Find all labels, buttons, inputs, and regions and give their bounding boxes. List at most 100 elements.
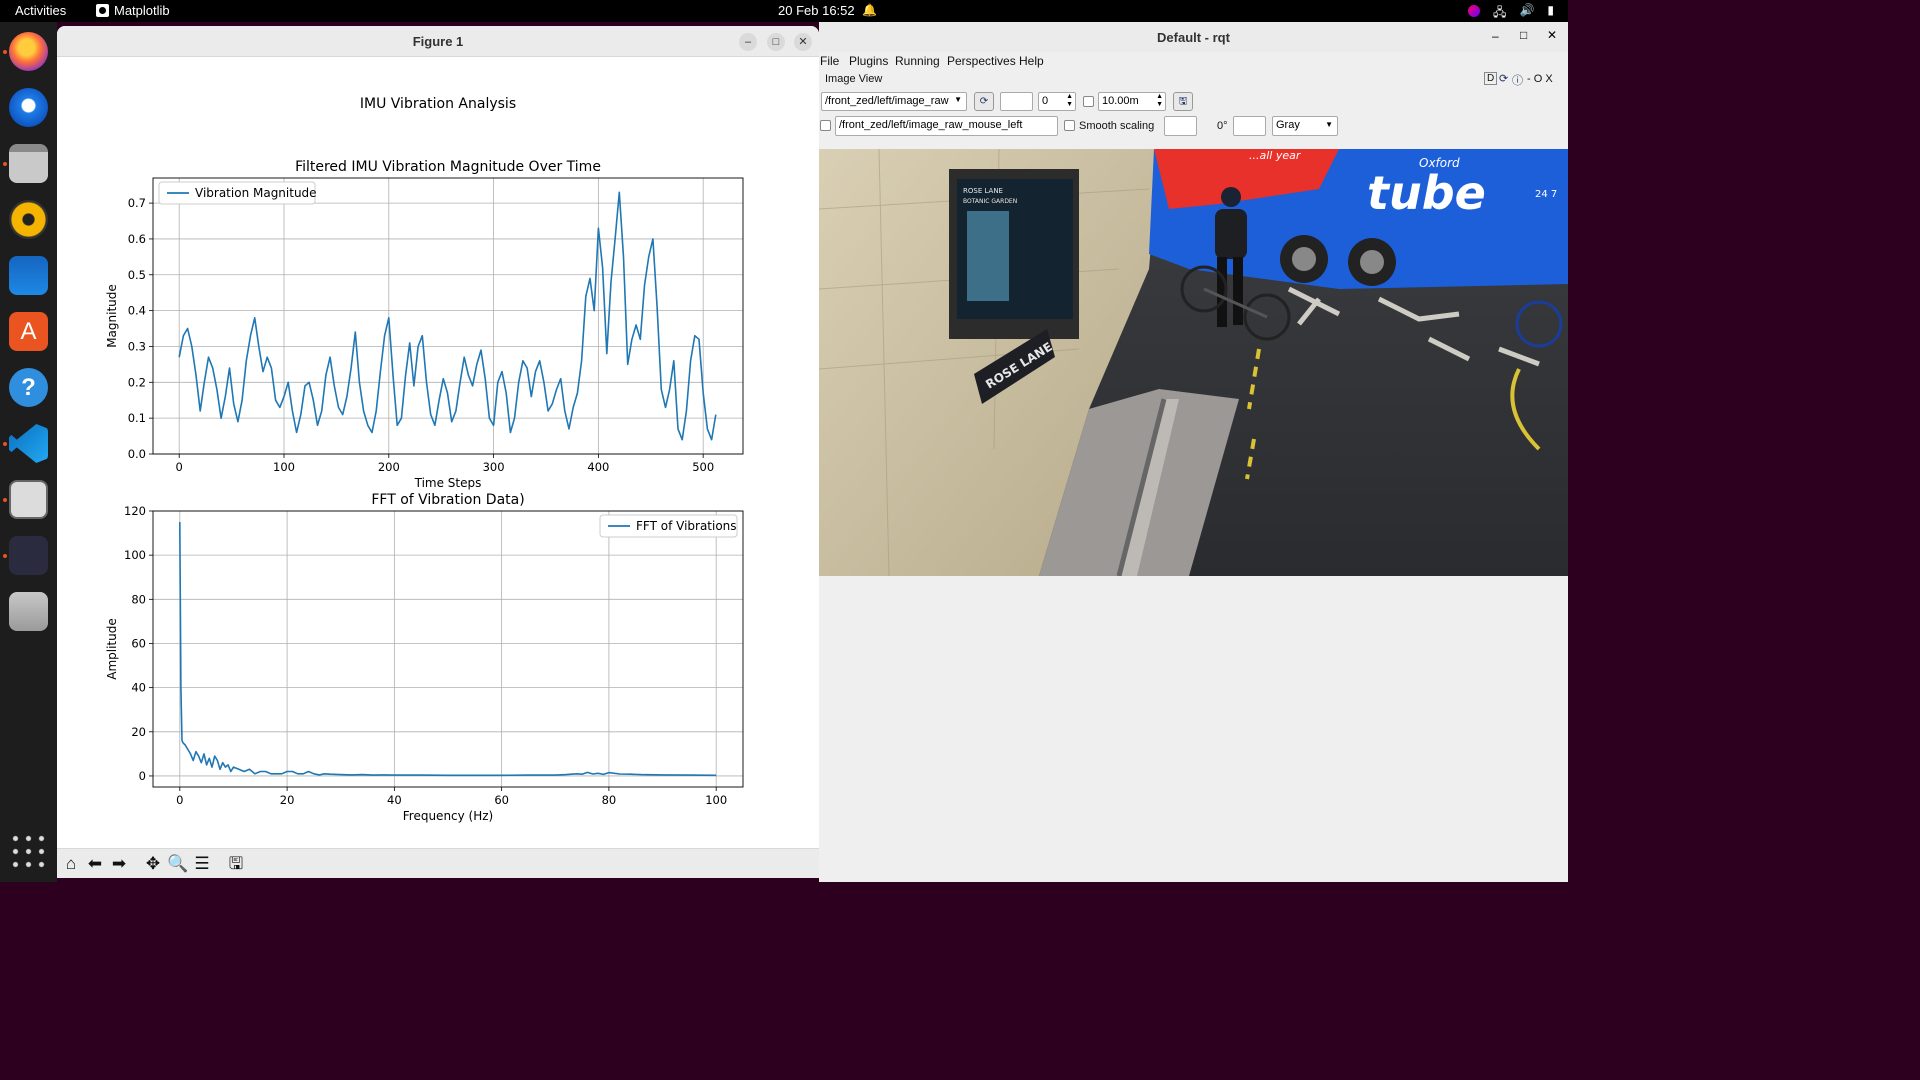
vscode-icon[interactable] — [9, 424, 48, 463]
y-tick-label: 120 — [124, 504, 146, 518]
axes-title: Filtered IMU Vibration Magnitude Over Ti… — [295, 159, 601, 175]
home-icon[interactable]: ⌂ — [65, 854, 77, 873]
minimize-button[interactable]: – — [739, 33, 757, 51]
figure-canvas[interactable]: IMU Vibration Analysis 0 100 200 300 400 500 0… — [57, 57, 819, 848]
y-tick-label: 0.5 — [128, 268, 146, 282]
smooth-scaling-checkbox[interactable] — [1064, 120, 1075, 131]
topic-select[interactable]: /front_zed/left/image_raw ▼ — [821, 92, 967, 111]
thunderbird-icon[interactable] — [9, 88, 48, 127]
color-scheme-select[interactable]: Gray ▼ — [1272, 116, 1338, 136]
x-tick-label: 300 — [483, 460, 505, 474]
save-icon[interactable]: 🖫 — [228, 854, 244, 873]
y-tick-label: 0.0 — [128, 447, 146, 461]
show-applications-icon[interactable] — [9, 832, 48, 871]
y-tick-label: 100 — [124, 548, 146, 562]
axes-vibration-magnitude: 0 100 200 300 400 500 0.0 0.1 0.2 0.3 0.4 0.5 0.6 0.7… — [105, 159, 744, 490]
rqt-maximize-button[interactable]: □ — [1520, 28, 1528, 42]
sign-subtitle: BOTANIC GARDEN — [963, 198, 1017, 205]
rqt-titlebar[interactable]: Default - rqt – □ ✕ — [819, 22, 1568, 52]
x-tick-label: 100 — [705, 793, 727, 807]
rqt-close-button[interactable]: ✕ — [1547, 28, 1558, 42]
chevron-down-icon: ▼ — [1325, 120, 1333, 129]
spin-box[interactable]: 0 ▲ ▼ — [1038, 92, 1076, 111]
camera-image-view[interactable]: ROSE LANE BOTANIC GARDEN ROSE LANE tube … — [819, 149, 1568, 576]
color-scheme-value: Gray — [1276, 119, 1300, 131]
rotate-right-button[interactable] — [1233, 116, 1266, 136]
refresh-topics-button[interactable]: ⟳ — [974, 92, 994, 111]
plugin-reload-icon[interactable]: ⟳ — [1499, 73, 1509, 85]
rqt-icon[interactable] — [9, 480, 48, 519]
max-distance-value: 10.00m — [1102, 95, 1139, 107]
app-center-icon[interactable]: A — [9, 312, 48, 351]
plugin-help-button[interactable]: D — [1484, 72, 1498, 85]
legend-label: Vibration Magnitude — [195, 186, 317, 200]
x-tick-label: 80 — [602, 793, 617, 807]
y-tick-label: 40 — [131, 681, 146, 695]
zoom-icon[interactable]: 🔍 — [167, 854, 189, 873]
dynamic-range-checkbox[interactable] — [1083, 96, 1094, 107]
publish-click-checkbox[interactable] — [820, 120, 831, 131]
top-bar: Activities Matplotlib 20 Feb 16:52 🔔 🖧 🔊… — [0, 0, 1568, 22]
clock[interactable]: 20 Feb 16:52 — [778, 3, 855, 18]
running-indicator — [3, 162, 7, 166]
battery-icon[interactable]: ▮ — [1547, 3, 1554, 17]
rotation-label: 0° — [1217, 120, 1228, 132]
window-titlebar[interactable]: Figure 1 – □ ✕ — [57, 26, 819, 57]
activities-button[interactable]: Activities — [15, 3, 67, 18]
firefox-icon[interactable] — [9, 32, 48, 71]
pan-icon[interactable]: ✥ — [145, 854, 161, 873]
trash-icon[interactable] — [9, 592, 48, 631]
running-indicator — [3, 498, 7, 502]
plugin-window-controls[interactable]: - O X — [1527, 73, 1553, 85]
axes-title: FFT of Vibration Data) — [371, 492, 524, 508]
y-tick-label: 80 — [131, 592, 146, 606]
spin-arrows-icon[interactable]: ▲ ▼ — [1066, 93, 1073, 108]
x-tick-label: 400 — [587, 460, 609, 474]
app-menu[interactable]: Matplotlib — [96, 3, 170, 18]
zoom-field[interactable] — [1000, 92, 1033, 111]
axes-frame — [152, 510, 744, 788]
plugin-info-icon[interactable]: ⓘ — [1512, 75, 1523, 87]
max-distance-field[interactable]: 10.00m ▲ ▼ — [1098, 92, 1166, 111]
figure-suptitle: IMU Vibration Analysis — [360, 96, 516, 112]
files-icon[interactable] — [9, 144, 48, 183]
running-indicator — [3, 50, 7, 54]
volume-icon[interactable]: 🔊 — [1519, 3, 1535, 17]
rqt-minimize-button[interactable]: – — [1492, 29, 1499, 43]
grid-apps-icon[interactable] — [9, 536, 48, 575]
save-image-button[interactable]: 🖫 — [1173, 92, 1193, 111]
mouse-topic-field[interactable]: /front_zed/left/image_raw_mouse_left — [835, 116, 1058, 136]
plot-area — [153, 511, 743, 787]
configure-subplots-icon[interactable]: ☰ — [194, 854, 210, 873]
back-arrow-icon[interactable]: ⬅ — [87, 854, 103, 873]
spin-arrows-icon[interactable]: ▲ ▼ — [1156, 93, 1163, 108]
system-tray[interactable]: 🖧 🔊 ▮ — [1468, 3, 1554, 24]
maximize-button[interactable]: □ — [767, 33, 785, 51]
libreoffice-writer-icon[interactable] — [9, 256, 48, 295]
forward-arrow-icon[interactable]: ➡ — [111, 854, 127, 873]
bus-brand: tube — [1367, 166, 1486, 220]
matplotlib-app-icon — [96, 4, 109, 17]
color-picker-indicator-icon[interactable] — [1468, 5, 1481, 17]
x-axis-label: Frequency (Hz) — [403, 809, 494, 823]
y-tick-label: 0.2 — [128, 375, 146, 389]
matplotlib-window: Figure 1 – □ ✕ IMU Vibration Analysis 0 1… — [57, 26, 819, 878]
rqt-window-title: Default - rqt — [1157, 30, 1230, 45]
menu-file[interactable]: File — [820, 54, 840, 68]
help-icon[interactable]: ? — [9, 368, 48, 407]
close-button[interactable]: ✕ — [794, 33, 812, 51]
network-icon[interactable]: 🖧 — [1493, 5, 1507, 19]
menu-running[interactable]: Running — [895, 54, 940, 68]
rhythmbox-icon[interactable] — [9, 200, 48, 239]
rotate-left-button[interactable] — [1164, 116, 1197, 136]
mouse-topic-value: /front_zed/left/image_raw_mouse_left — [839, 119, 1023, 131]
notification-bell-icon[interactable]: 🔔 — [862, 3, 877, 17]
menu-perspectives[interactable]: Perspectives — [947, 54, 1016, 68]
bus-brand-small: Oxford — [1419, 156, 1460, 170]
menu-plugins[interactable]: Plugins — [849, 54, 889, 68]
y-tick-label: 60 — [131, 636, 146, 650]
y-tick-label: 0.3 — [128, 339, 146, 353]
menu-help[interactable]: Help — [1019, 54, 1044, 68]
y-tick-label: 0.4 — [128, 304, 146, 318]
axes-frame — [152, 177, 744, 455]
